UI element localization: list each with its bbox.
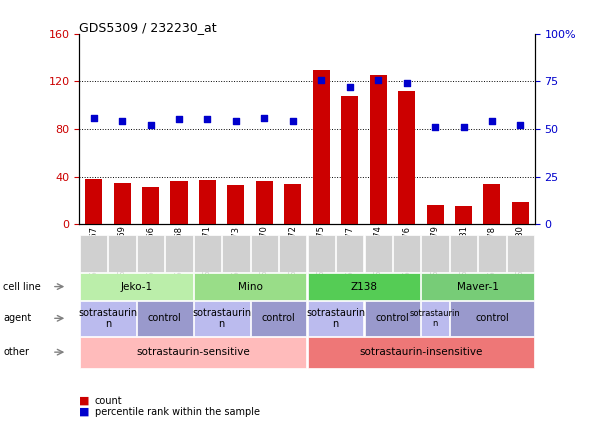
Bar bbox=[512, 202, 529, 224]
Text: control: control bbox=[376, 313, 409, 323]
Text: other: other bbox=[3, 347, 29, 357]
Text: ■: ■ bbox=[79, 407, 90, 417]
Bar bbox=[142, 187, 159, 224]
Point bbox=[487, 118, 497, 125]
Point bbox=[316, 76, 326, 83]
Text: control: control bbox=[262, 313, 296, 323]
Bar bbox=[398, 91, 415, 224]
Text: GDS5309 / 232230_at: GDS5309 / 232230_at bbox=[79, 21, 217, 34]
Text: cell line: cell line bbox=[3, 282, 41, 291]
Bar bbox=[341, 96, 358, 224]
Text: sotrastaurin-insensitive: sotrastaurin-insensitive bbox=[359, 347, 483, 357]
Text: sotrastaurin
n: sotrastaurin n bbox=[410, 309, 461, 328]
Text: ■: ■ bbox=[79, 396, 90, 406]
Bar bbox=[455, 206, 472, 224]
Point bbox=[89, 114, 98, 121]
Bar bbox=[227, 185, 244, 224]
Bar bbox=[370, 75, 387, 224]
Point bbox=[260, 114, 269, 121]
Point bbox=[231, 118, 241, 125]
Bar bbox=[313, 69, 330, 224]
Point bbox=[288, 118, 298, 125]
Bar bbox=[199, 180, 216, 224]
Bar bbox=[114, 183, 131, 224]
Text: control: control bbox=[148, 313, 181, 323]
Text: Jeko-1: Jeko-1 bbox=[120, 282, 152, 291]
Text: percentile rank within the sample: percentile rank within the sample bbox=[95, 407, 260, 417]
Bar bbox=[284, 184, 301, 224]
Text: Mino: Mino bbox=[238, 282, 263, 291]
Text: count: count bbox=[95, 396, 122, 406]
Text: sotrastaurin-sensitive: sotrastaurin-sensitive bbox=[136, 347, 250, 357]
Text: sotrastaurin
n: sotrastaurin n bbox=[306, 308, 365, 329]
Point bbox=[401, 80, 411, 87]
Point bbox=[117, 118, 127, 125]
Bar bbox=[256, 181, 273, 224]
Point bbox=[516, 122, 525, 129]
Text: control: control bbox=[475, 313, 509, 323]
Point bbox=[430, 124, 440, 131]
Point bbox=[145, 122, 155, 129]
Bar bbox=[426, 205, 444, 224]
Point bbox=[459, 124, 469, 131]
Text: agent: agent bbox=[3, 313, 31, 323]
Bar bbox=[85, 179, 102, 224]
Text: sotrastaurin
n: sotrastaurin n bbox=[78, 308, 137, 329]
Bar bbox=[170, 181, 188, 224]
Bar bbox=[483, 184, 500, 224]
Point bbox=[174, 116, 184, 123]
Point bbox=[373, 76, 383, 83]
Text: Maver-1: Maver-1 bbox=[457, 282, 499, 291]
Point bbox=[203, 116, 213, 123]
Point bbox=[345, 84, 354, 91]
Text: Z138: Z138 bbox=[351, 282, 378, 291]
Text: sotrastaurin
n: sotrastaurin n bbox=[192, 308, 251, 329]
